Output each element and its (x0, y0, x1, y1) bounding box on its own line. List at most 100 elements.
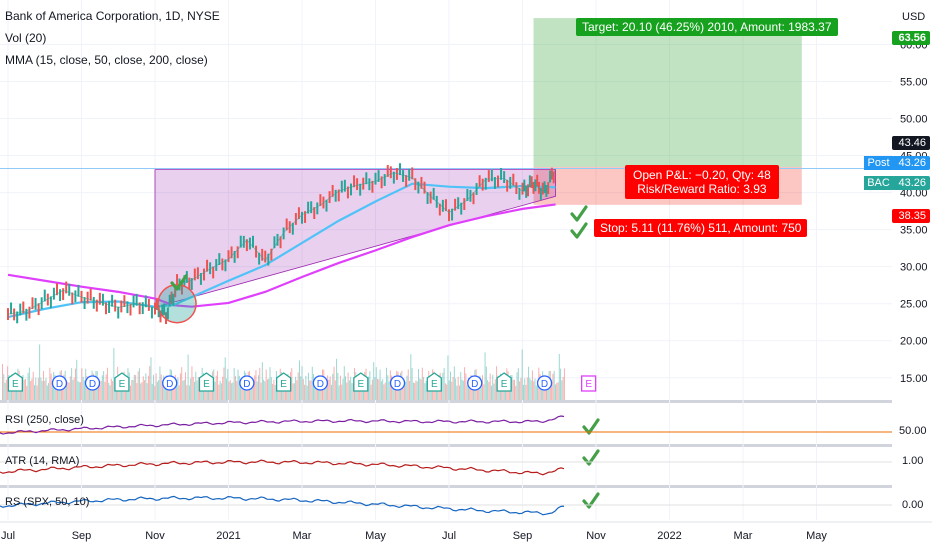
checkmark-icon (170, 274, 188, 291)
volume-bar (306, 385, 308, 400)
volume-bar (347, 372, 349, 400)
volume-bar (314, 384, 316, 400)
atr-legend[interactable]: ATR (14, RMA) (5, 455, 80, 467)
rs-legend[interactable]: RS (SPX, 50, 10) (5, 496, 90, 508)
rsi-line (0, 415, 565, 435)
stop-label[interactable]: Stop: 5.11 (11.76%) 511, Amount: 750 (594, 219, 808, 237)
volume-bar (133, 374, 135, 400)
earnings-marker-label: E (12, 379, 19, 390)
y-tick-label: 20.00 (900, 336, 928, 348)
volume-bar (138, 368, 140, 400)
mma-50-line (7, 182, 556, 319)
volume-bar (36, 385, 38, 400)
volume-bar (2, 364, 3, 400)
volume-bar (57, 383, 59, 400)
rsi-level-label: 50.00 (899, 425, 927, 437)
volume-bar (80, 382, 82, 400)
earnings-marker (275, 372, 292, 392)
volume-bar (246, 381, 248, 400)
volume-bar (72, 379, 74, 400)
volume-bar (264, 381, 266, 400)
checkmark-icon (570, 205, 588, 222)
volume-bar (292, 383, 294, 400)
volume-bar (35, 377, 37, 400)
volume-bar (215, 375, 217, 400)
dividend-marker-label: D (394, 379, 401, 390)
volume-bar (81, 368, 83, 400)
volume-bar (9, 383, 11, 400)
y-tick-label: 30.00 (900, 262, 928, 274)
earnings-marker-label: E (203, 379, 210, 390)
price-scale-background (892, 0, 932, 520)
volume-bar (236, 380, 238, 400)
volume-bar (108, 382, 110, 400)
x-tick-label: Nov (145, 530, 165, 542)
volume-bar (341, 384, 343, 400)
volume-bar (231, 383, 233, 400)
volume-bar (520, 377, 522, 400)
volume-bar (265, 369, 267, 400)
checkmark-icon (582, 449, 600, 466)
volume-bar (210, 385, 212, 400)
volume-bar (393, 385, 395, 400)
volume-bar (103, 371, 105, 400)
volume-bar (515, 385, 517, 400)
volume-bar (442, 372, 444, 400)
dividend-marker (389, 375, 406, 391)
volume-bar (450, 371, 451, 400)
volume-bar (25, 378, 27, 400)
volume-bar (304, 384, 306, 400)
volume-bar (563, 368, 565, 400)
volume-bar (233, 367, 235, 400)
volume-bar (512, 379, 514, 400)
earnings-marker (426, 372, 442, 392)
volume-bar (382, 379, 384, 400)
volume-bar (453, 366, 455, 400)
rsi-legend[interactable]: RSI (250, close) (5, 414, 84, 426)
volume-bar (39, 344, 41, 400)
volume-bar (272, 383, 274, 400)
volume-bar (348, 380, 350, 400)
volume-legend[interactable]: Vol (20) (5, 31, 47, 45)
volume-bar (199, 384, 201, 400)
volume-bar (187, 354, 189, 400)
volume-bar (71, 368, 73, 400)
volume-bar (82, 376, 84, 400)
volume-bar (68, 382, 70, 400)
volume-bar (42, 370, 44, 400)
rs-level-label: 0.00 (902, 499, 924, 511)
volume-bar (487, 380, 489, 400)
ticker-label: BAC (864, 176, 893, 190)
volume-bar (87, 382, 89, 400)
volume-bar (181, 367, 183, 400)
volume-bar (377, 378, 379, 400)
volume-bar (234, 376, 236, 400)
volume-bar (371, 379, 373, 400)
volume-bar (113, 348, 115, 400)
volume-bar (122, 385, 124, 400)
volume-bar (295, 376, 297, 400)
volume-bar (46, 385, 48, 400)
x-tick-label: 2022 (657, 530, 681, 542)
volume-bar (320, 383, 322, 400)
volume-bar (131, 380, 133, 400)
volume-bar (296, 380, 298, 400)
volume-bar (332, 373, 334, 400)
volume-bar (51, 382, 53, 400)
volume-bar (229, 380, 231, 400)
target-label[interactable]: Target: 20.10 (46.25%) 2010, Amount: 198… (576, 18, 838, 36)
volume-bar (226, 378, 227, 400)
crossover-circle (157, 283, 197, 324)
mma-legend[interactable]: MMA (15, close, 50, close, 200, close) (5, 53, 208, 67)
volume-bar (370, 384, 372, 400)
pnl-box[interactable]: Open P&L: −0.20, Qty: 48 Risk/Reward Rat… (625, 165, 779, 199)
symbol-legend[interactable]: Bank of America Corporation, 1D, NYSE (5, 9, 220, 23)
volume-bar (237, 369, 239, 400)
volume-bar (300, 376, 302, 400)
volume-bar (546, 384, 547, 400)
volume-bar (5, 379, 7, 400)
volume-bar (31, 378, 33, 400)
volume-bar (168, 383, 170, 400)
